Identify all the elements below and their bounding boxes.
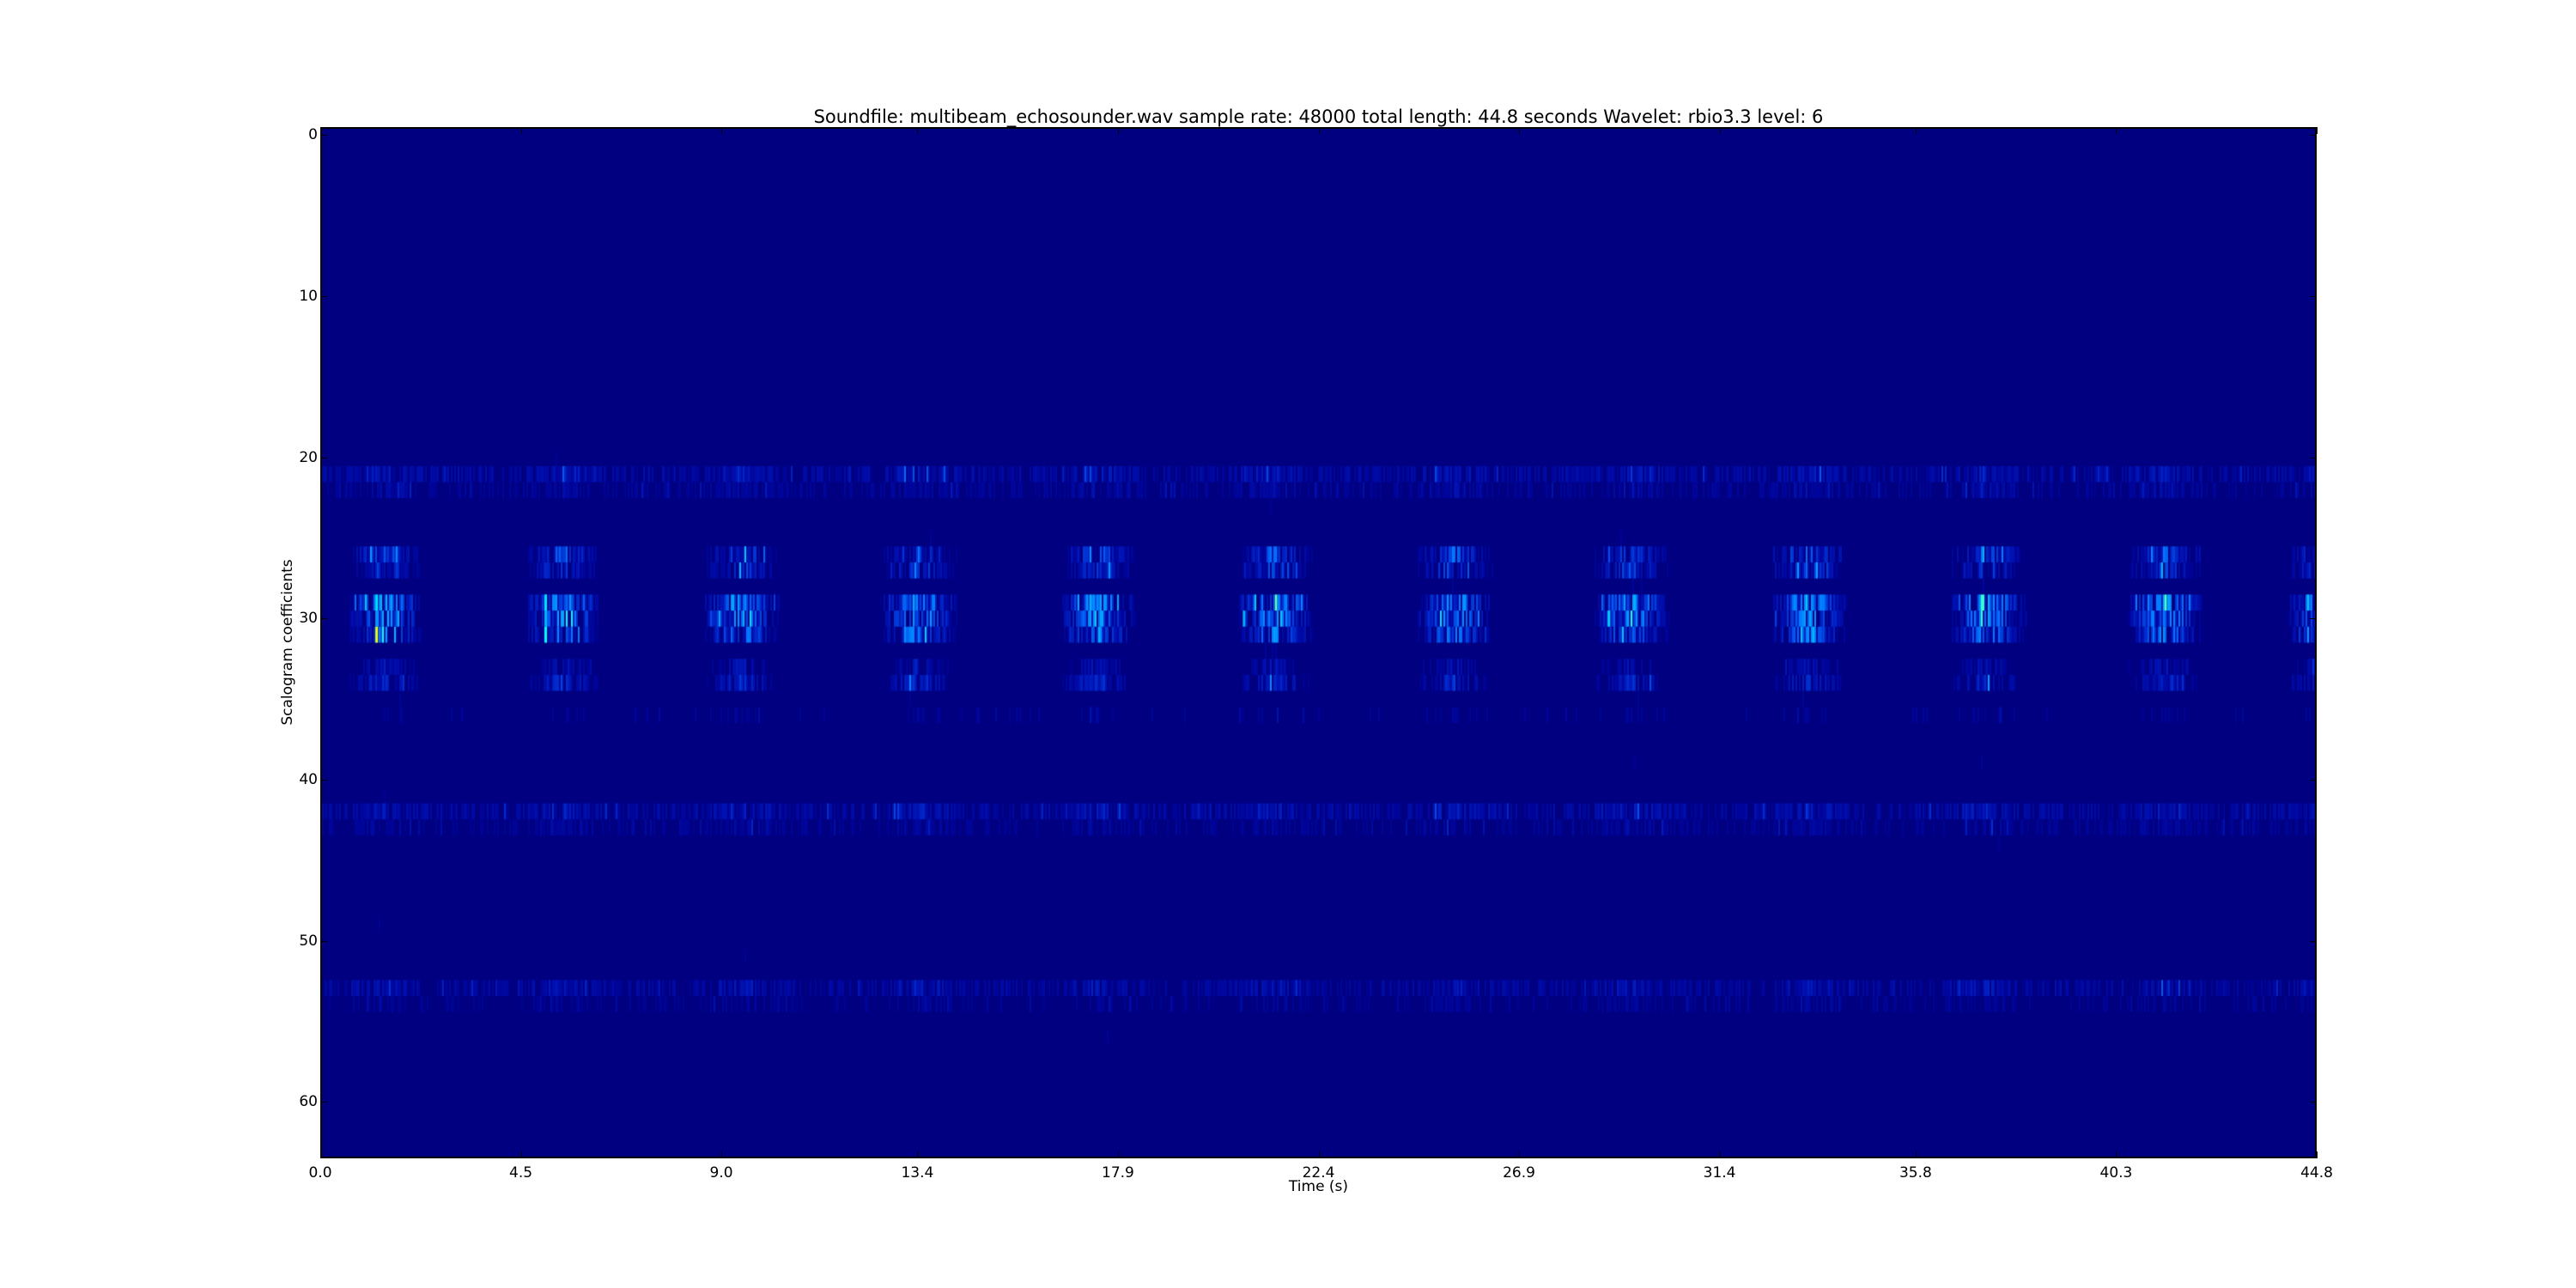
x-tick-mark — [2317, 1151, 2318, 1158]
x-tick-label: 35.8 — [1899, 1164, 1932, 1182]
x-axis-label: Time (s) — [1288, 1178, 1349, 1195]
y-tick-label: 60 — [299, 1093, 318, 1111]
y-tick-mark — [2310, 940, 2317, 942]
y-tick-mark — [2310, 296, 2317, 298]
y-tick-mark — [320, 1102, 327, 1103]
x-tick-mark — [520, 127, 522, 134]
x-tick-label: 22.4 — [1302, 1164, 1335, 1182]
y-tick-mark — [2310, 1102, 2317, 1103]
x-tick-mark — [721, 1151, 723, 1158]
plot-area — [320, 127, 2317, 1158]
x-tick-label: 31.4 — [1703, 1164, 1736, 1182]
x-tick-mark — [1318, 1151, 1320, 1158]
x-tick-mark — [2116, 1151, 2117, 1158]
y-tick-mark — [320, 457, 327, 459]
x-tick-label: 0.0 — [308, 1164, 332, 1182]
y-tick-mark — [2310, 780, 2317, 781]
x-tick-mark — [320, 1151, 321, 1158]
x-tick-mark — [917, 1151, 919, 1158]
x-tick-label: 13.4 — [901, 1164, 934, 1182]
x-tick-mark — [721, 127, 723, 134]
x-tick-mark — [320, 127, 321, 134]
y-tick-label: 20 — [299, 448, 318, 466]
x-tick-label: 40.3 — [2099, 1164, 2133, 1182]
x-tick-mark — [1519, 1151, 1521, 1158]
y-tick-mark — [320, 940, 327, 942]
x-tick-mark — [1318, 127, 1320, 134]
x-tick-mark — [1719, 1151, 1721, 1158]
x-tick-mark — [917, 127, 919, 134]
x-tick-mark — [2116, 127, 2117, 134]
y-tick-mark — [2310, 618, 2317, 620]
y-tick-mark — [320, 135, 327, 137]
chart-title: Soundfile: multibeam_echosounder.wav sam… — [813, 106, 1824, 127]
x-tick-mark — [1519, 127, 1521, 134]
y-tick-mark — [2310, 135, 2317, 137]
y-tick-mark — [320, 296, 327, 298]
y-tick-mark — [320, 780, 327, 781]
x-tick-mark — [1915, 1151, 1917, 1158]
y-tick-label: 10 — [299, 288, 318, 306]
y-tick-mark — [320, 618, 327, 620]
scalogram-heatmap — [322, 129, 2315, 1157]
y-tick-label: 0 — [308, 126, 318, 144]
x-tick-mark — [1117, 127, 1119, 134]
y-tick-mark — [2310, 457, 2317, 459]
x-tick-label: 17.9 — [1102, 1164, 1134, 1182]
x-tick-mark — [1915, 127, 1917, 134]
x-tick-mark — [1719, 127, 1721, 134]
y-tick-label: 30 — [299, 610, 318, 628]
x-tick-label: 44.8 — [2300, 1164, 2333, 1182]
x-tick-mark — [520, 1151, 522, 1158]
y-tick-label: 40 — [299, 771, 318, 788]
x-tick-label: 4.5 — [509, 1164, 533, 1182]
x-tick-label: 9.0 — [709, 1164, 733, 1182]
y-axis-label: Scalogram coefficients — [279, 559, 296, 726]
x-tick-label: 26.9 — [1503, 1164, 1535, 1182]
y-tick-label: 50 — [299, 932, 318, 950]
x-tick-mark — [1117, 1151, 1119, 1158]
x-tick-mark — [2317, 127, 2318, 134]
